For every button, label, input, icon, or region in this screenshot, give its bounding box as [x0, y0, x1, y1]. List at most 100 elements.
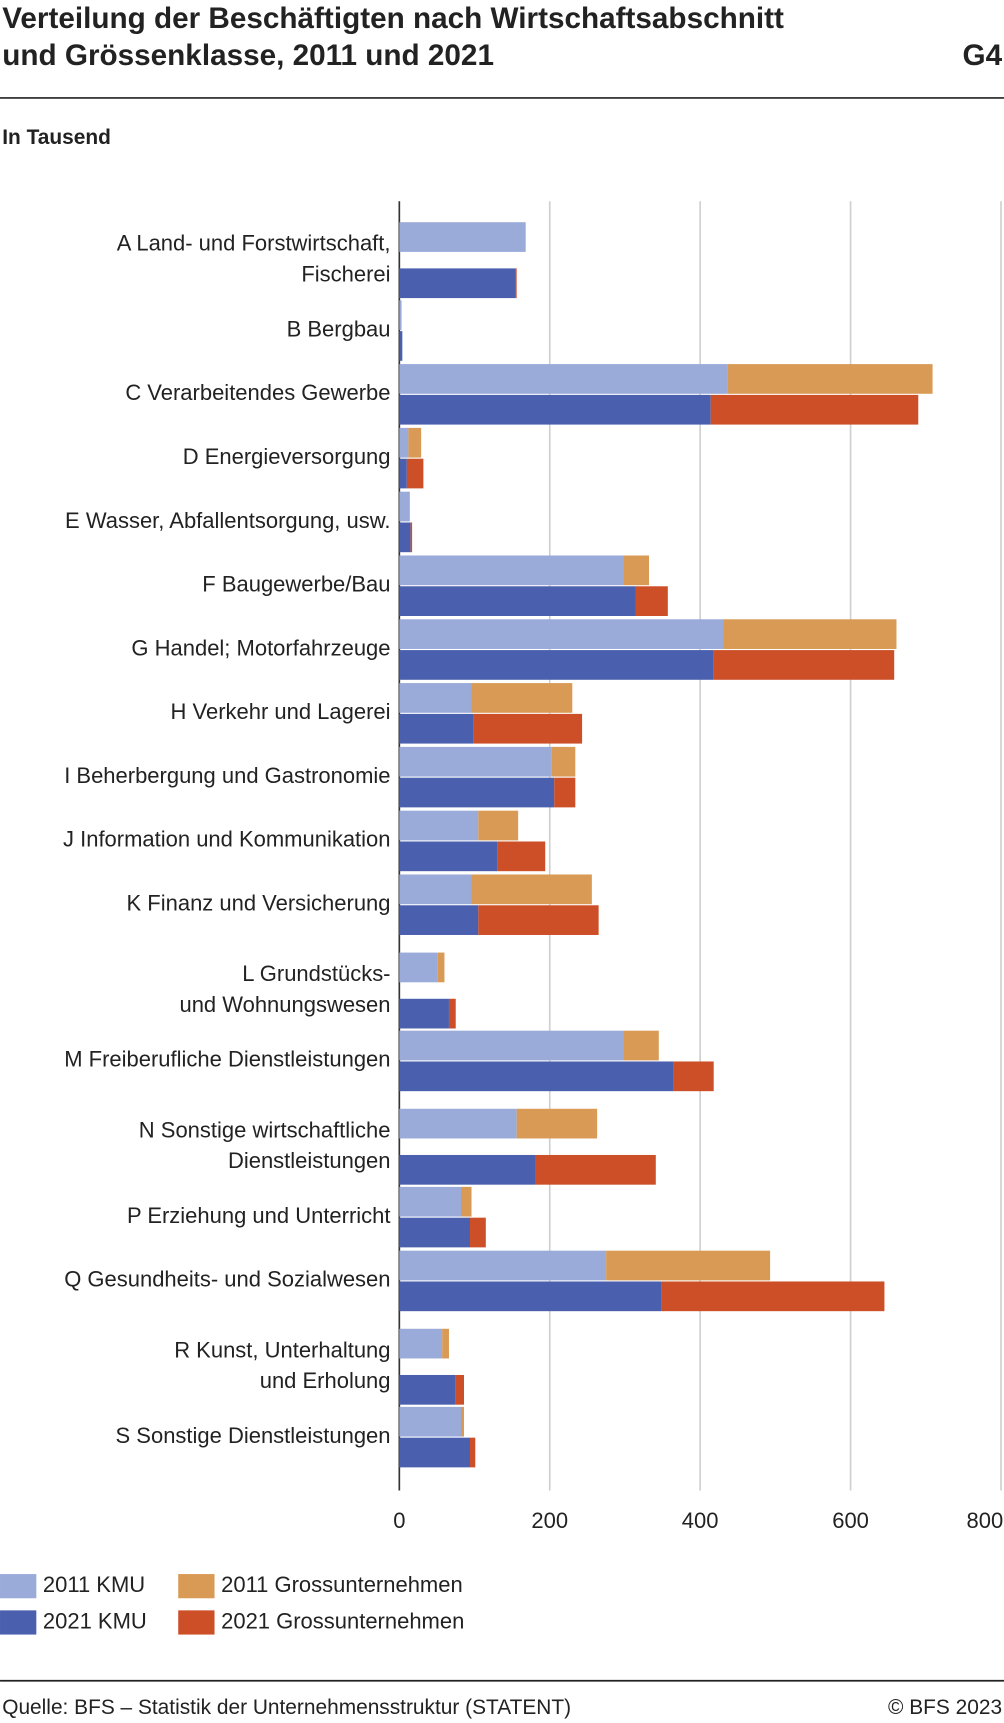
x-tick-label: 400 — [682, 1508, 719, 1533]
bar-segment — [399, 746, 552, 777]
legend-swatch — [178, 1610, 215, 1635]
category-label: B Bergbau — [287, 316, 391, 341]
category-label: F Baugewerbe/Bau — [202, 572, 390, 597]
bar-segment — [399, 683, 472, 713]
bar-segment — [399, 364, 728, 394]
bar-segment — [478, 905, 599, 935]
bar-segment — [661, 1281, 885, 1312]
bar-segment — [460, 1186, 472, 1217]
x-tick-label: 200 — [531, 1508, 568, 1533]
bar-segment — [710, 394, 919, 425]
bar-segment — [399, 491, 410, 522]
category-label: S Sonstige Dienstleistungen — [116, 1423, 391, 1448]
category-label: J Information und Kommunikation — [63, 827, 391, 852]
bar-segment — [399, 522, 411, 553]
bar-segment — [399, 1406, 461, 1437]
bar-segment — [399, 394, 711, 425]
bar-segment — [554, 777, 576, 808]
bar-segment — [399, 555, 624, 586]
bar-segment — [478, 810, 519, 841]
bar-segment — [399, 1328, 443, 1359]
bar-segment — [673, 1061, 714, 1092]
legend-label: 2021 Grossunternehmen — [221, 1608, 464, 1633]
bar-segment — [406, 458, 424, 489]
bar-segment — [516, 1108, 598, 1139]
bar-segment — [399, 1374, 456, 1405]
bar-segment — [399, 650, 714, 680]
bar-segment — [408, 427, 422, 458]
category-label: C Verarbeitendes Gewerbe — [125, 380, 390, 405]
bar-segment — [442, 1328, 449, 1359]
bar-segment — [551, 746, 576, 777]
bar-segment — [727, 364, 933, 394]
bar-segment — [470, 1437, 476, 1468]
bar-segment — [515, 268, 517, 299]
bar-segment — [437, 952, 445, 983]
bar-segment — [399, 1281, 662, 1312]
category-label: M Freiberufliche Dienstleistungen — [64, 1047, 390, 1072]
bar-segment — [399, 713, 474, 744]
x-tick-label: 0 — [393, 1508, 405, 1533]
category-label: G Handel; Motorfahrzeuge — [131, 635, 390, 660]
bar-segment — [473, 713, 583, 744]
bar-segment — [399, 427, 409, 458]
bar-segment — [399, 905, 479, 935]
legend-label: 2021 KMU — [43, 1608, 147, 1633]
bar-segment — [623, 555, 650, 586]
bar-segment — [535, 1154, 656, 1185]
bar-segment — [635, 586, 668, 616]
bar-segment — [399, 1186, 461, 1217]
bar-segment — [399, 586, 636, 616]
category-label: Q Gesundheits- und Sozialwesen — [64, 1267, 390, 1292]
legend-swatch — [0, 1574, 37, 1599]
subtitle: In Tausend — [2, 126, 111, 149]
bar-segment — [399, 810, 479, 841]
category-label: R Kunst, Unterhaltung und Erholung — [174, 1337, 390, 1393]
legend-swatch — [178, 1574, 215, 1599]
bar-segment — [471, 683, 573, 713]
bar-segment — [409, 491, 410, 522]
bar-segment — [399, 268, 516, 299]
legend-swatch — [0, 1610, 37, 1635]
bar-segment — [471, 874, 592, 905]
bar-segment — [399, 458, 407, 489]
x-tick-label: 800 — [967, 1508, 1004, 1533]
category-label: K Finanz und Versicherung — [127, 891, 391, 916]
bar-segment — [455, 1374, 464, 1405]
source: Quelle: BFS – Statistik der Unternehmens… — [2, 1696, 571, 1719]
category-label: A Land- und Forstwirtschaft, Fischerei — [117, 231, 391, 287]
category-label: P Erziehung und Unterricht — [127, 1203, 391, 1228]
category-label: N Sonstige wirtschaftliche Dienstleistung… — [139, 1117, 391, 1173]
copyright: © BFS 2023 — [888, 1696, 1002, 1719]
category-label: E Wasser, Abfallentsorgung, usw. — [65, 508, 390, 533]
legend-label: 2011 KMU — [43, 1572, 145, 1597]
chart-title: Verteilung der Beschäftigten nach Wirtsc… — [2, 2, 784, 72]
bar-segment — [623, 1030, 659, 1061]
bar-segment — [399, 619, 724, 649]
bar-segment — [399, 1108, 517, 1139]
category-label: L Grundstücks-und Wohnungswesen — [179, 961, 390, 1017]
bar-segment — [399, 1217, 471, 1248]
category-label: D Energieversorgung — [183, 444, 391, 469]
bar-segment — [399, 1250, 607, 1281]
bar-segment — [448, 998, 456, 1029]
bar-segment — [399, 874, 472, 905]
bar-segment — [399, 998, 449, 1029]
bar-segment — [723, 619, 897, 649]
bar-segment — [399, 222, 526, 252]
bar-segment — [399, 1154, 536, 1185]
bar-segment — [399, 300, 402, 330]
bar-segment — [399, 1437, 471, 1468]
bar-segment — [606, 1250, 771, 1281]
category-label: H Verkehr und Lagerei — [171, 699, 391, 724]
bar-segment — [399, 777, 555, 808]
bar-segment — [399, 1030, 624, 1061]
bar-segment — [399, 1061, 674, 1092]
bar-segment — [399, 331, 403, 361]
category-label: I Beherbergung und Gastronomie — [64, 763, 390, 788]
bar-segment — [399, 952, 438, 983]
legend-label: 2011 Grossunternehmen — [221, 1572, 463, 1597]
x-tick-label: 600 — [832, 1508, 869, 1533]
